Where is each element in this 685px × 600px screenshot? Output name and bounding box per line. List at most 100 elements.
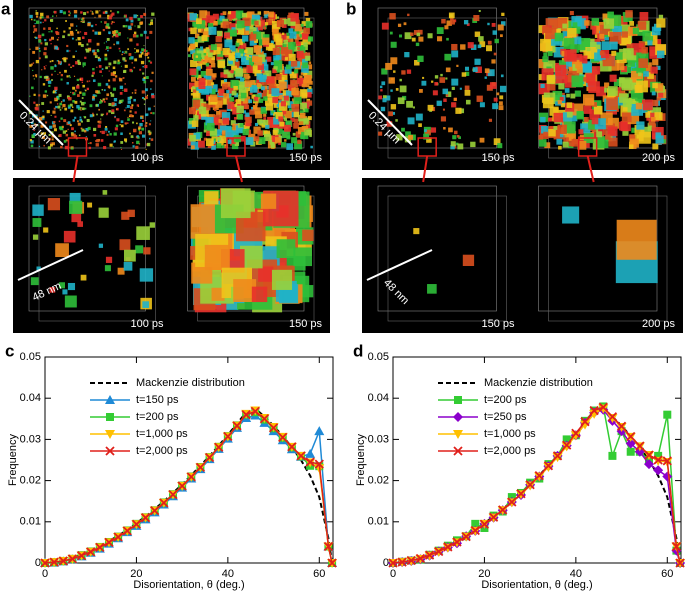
particle [80, 120, 83, 123]
particle [628, 144, 634, 149]
particle [104, 265, 111, 272]
marker [507, 497, 517, 507]
particle [58, 93, 62, 97]
particle [40, 132, 44, 136]
particle [63, 57, 67, 61]
particle [276, 16, 280, 19]
particle [591, 18, 600, 26]
particle [59, 71, 61, 74]
particle [254, 136, 260, 142]
particle [104, 53, 108, 57]
marker [534, 472, 545, 482]
particle [148, 123, 151, 126]
particle [443, 98, 447, 102]
particle [302, 36, 311, 45]
particle [137, 25, 141, 29]
y-tick-label: 0.05 [368, 351, 389, 363]
particle [401, 127, 405, 132]
particle [264, 97, 273, 106]
particle [450, 144, 455, 150]
particle [53, 121, 56, 124]
particle [415, 113, 423, 121]
particle [451, 102, 457, 108]
particle [249, 85, 258, 93]
particle [101, 89, 104, 91]
particle [141, 127, 145, 131]
particle [107, 17, 110, 20]
particle [115, 108, 118, 111]
particle [201, 35, 208, 41]
particle [546, 74, 556, 84]
particle [124, 64, 128, 68]
particle [258, 137, 266, 145]
particle [147, 130, 151, 133]
y-tick-label: 0 [383, 557, 389, 569]
marker [653, 455, 663, 465]
particle [260, 64, 269, 73]
particle [97, 124, 101, 128]
particle [651, 99, 659, 107]
particle [652, 143, 659, 150]
particle [39, 21, 42, 24]
particle [436, 36, 443, 42]
particle [138, 127, 141, 130]
particle [232, 130, 239, 137]
particle [58, 120, 61, 123]
particle [67, 96, 70, 100]
particle [39, 16, 42, 19]
particle [108, 62, 112, 66]
particle [121, 53, 123, 56]
particle [253, 45, 261, 53]
particle [107, 85, 111, 88]
particle [299, 45, 304, 50]
particle [113, 140, 116, 143]
particle [567, 28, 577, 38]
particle [636, 80, 648, 93]
particle [56, 15, 58, 17]
particle [71, 212, 82, 223]
particle [651, 91, 656, 96]
particle [139, 122, 143, 127]
particle [246, 66, 254, 74]
marker [580, 417, 590, 427]
particle [212, 13, 219, 20]
particle [137, 18, 141, 21]
particle [440, 73, 443, 77]
particle [487, 22, 490, 26]
marker [424, 550, 435, 560]
particle [448, 127, 453, 133]
series-line [392, 407, 681, 564]
particle [49, 60, 52, 63]
particle [543, 52, 548, 57]
particle [288, 53, 296, 61]
particle [66, 49, 69, 53]
marker [662, 456, 672, 466]
particle [77, 59, 80, 63]
particle [413, 228, 420, 235]
particle [217, 93, 224, 100]
marker [543, 461, 554, 471]
particle [307, 36, 313, 42]
particle [591, 66, 601, 75]
particle [229, 23, 237, 30]
x-tick-label: 0 [42, 568, 48, 580]
particle [98, 120, 102, 124]
particle [132, 34, 137, 38]
particle [57, 73, 59, 75]
particle [127, 118, 130, 121]
particle [48, 133, 51, 136]
particle [562, 206, 580, 224]
legend-marker [105, 446, 115, 456]
particle [257, 11, 262, 15]
particle [638, 131, 651, 144]
particle [113, 21, 115, 23]
particle [263, 26, 267, 30]
particle [627, 112, 640, 125]
particle [310, 145, 313, 149]
particle [499, 85, 507, 93]
particle [260, 107, 268, 114]
particle [35, 75, 38, 78]
particle [59, 63, 62, 66]
particle [143, 103, 146, 105]
particle [222, 11, 227, 16]
